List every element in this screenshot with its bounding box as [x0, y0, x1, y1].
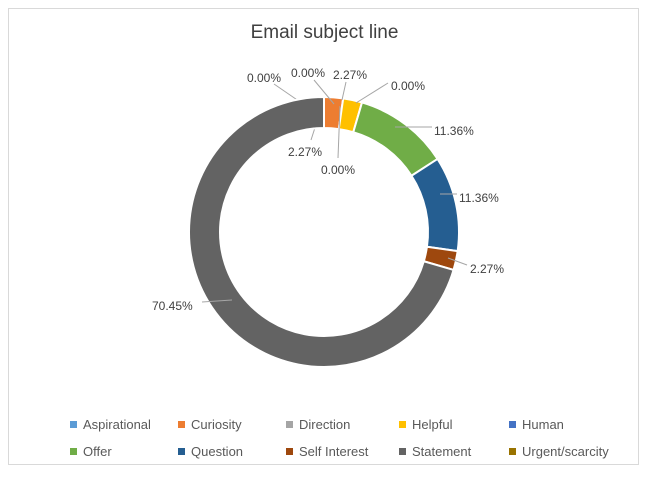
legend-item-human: Human — [509, 417, 609, 432]
leader-line-direction — [313, 79, 335, 105]
legend-swatch — [70, 448, 77, 455]
legend-swatch — [178, 421, 185, 428]
legend-label: Statement — [412, 444, 472, 459]
legend-item-offer: Offer — [70, 444, 178, 459]
legend-swatch — [178, 448, 185, 455]
data-label-helpful: 2.27% — [333, 68, 367, 82]
data-label-aspirational: 0.00% — [247, 71, 281, 85]
chart-area — [8, 8, 639, 465]
leader-line-self-interest — [447, 257, 468, 266]
data-label-direction: 0.00% — [291, 66, 325, 80]
leader-line-human — [337, 105, 341, 159]
legend-item-self-interest: Self Interest — [286, 444, 399, 459]
legend-swatch — [399, 421, 406, 428]
slice-offer — [352, 101, 439, 178]
legend-swatch — [286, 448, 293, 455]
data-label-self-interest: 2.27% — [470, 262, 504, 276]
leader-line-helpful — [341, 81, 347, 101]
leader-line-urgent-scarcity — [355, 82, 389, 104]
legend-item-question: Question — [178, 444, 286, 459]
legend-item-helpful: Helpful — [399, 417, 509, 432]
legend-label: Curiosity — [191, 417, 242, 432]
data-label-curiosity: 2.27% — [288, 145, 322, 159]
chart-title: Email subject line — [250, 22, 399, 43]
legend-label: Question — [191, 444, 244, 459]
legend-row: Offer Question Self Interest Statement Urgen… — [70, 438, 630, 465]
legend-swatch — [399, 448, 406, 455]
legend-item-aspirational: Aspirational — [70, 417, 178, 432]
data-label-question: 11.36% — [459, 191, 499, 205]
legend-row: Aspirational Curiosity Direction Helpful Hum… — [70, 411, 630, 438]
data-label-urgent-scarcity: 0.00% — [391, 79, 425, 93]
legend-label: Urgent/scarcity — [522, 444, 609, 459]
legend-label: Helpful — [412, 417, 453, 432]
data-label-offer: 11.36% — [434, 124, 474, 138]
legend: Aspirational Curiosity Direction Helpful Hum… — [70, 411, 630, 465]
legend-item-statement: Statement — [399, 444, 509, 459]
legend-item-direction: Direction — [286, 417, 399, 432]
legend-swatch — [509, 421, 516, 428]
legend-label: Self Interest — [299, 444, 369, 459]
slice-statement — [188, 95, 455, 368]
legend-swatch — [286, 421, 293, 428]
legend-item-urgent-scarcity: Urgent/scarcity — [509, 444, 609, 459]
legend-swatch — [509, 448, 516, 455]
legend-swatch — [70, 421, 77, 428]
data-label-human: 0.00% — [321, 163, 355, 177]
data-label-statement: 70.45% — [152, 299, 193, 313]
legend-label: Human — [522, 417, 564, 432]
legend-label: Direction — [299, 417, 351, 432]
legend-label: Offer — [83, 444, 112, 459]
legend-label: Aspirational — [83, 417, 151, 432]
leader-line-statement — [201, 299, 233, 303]
legend-item-curiosity: Curiosity — [178, 417, 286, 432]
slice-question — [410, 157, 460, 253]
